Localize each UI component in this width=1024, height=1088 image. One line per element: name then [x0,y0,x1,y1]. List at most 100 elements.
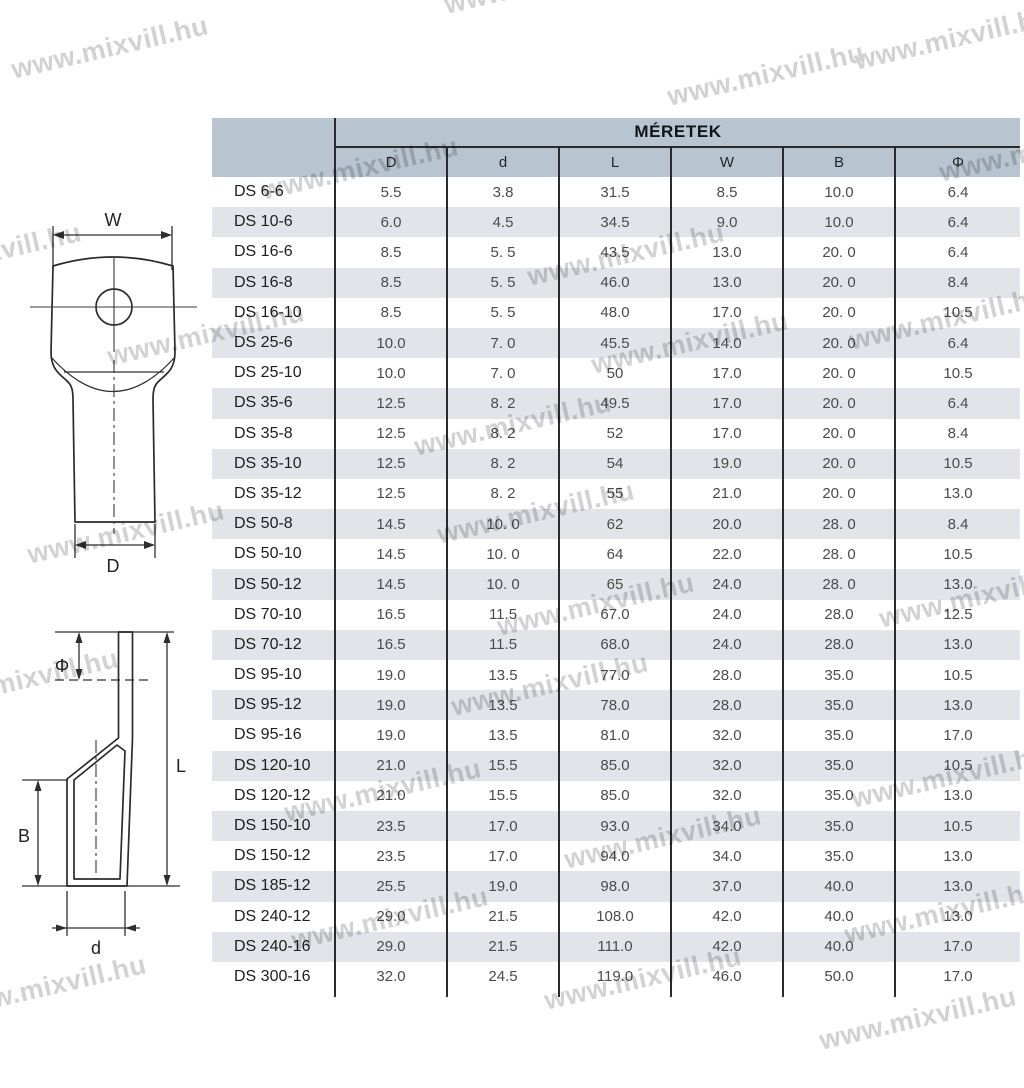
table-cell: 17.0 [670,358,783,389]
table-cell: 5.5 [334,177,447,208]
corner-cell [212,118,335,177]
table-body: DS 6-6 5.5 3.8 31.5 8.5 10.0 6.4 DS 10-6 6.0 4.5 3… [212,177,1021,998]
table-cell: 10.0 [334,327,447,359]
table-cell: 48.0 [558,297,671,328]
table-cell: 10.0 [782,207,895,238]
table-cell: 9.0 [670,207,783,238]
table-cell: 29.0 [334,931,447,962]
table-cell: 28. 0 [782,569,895,600]
arrowhead [75,541,86,549]
table-cell: 10.5 [893,358,1021,389]
table-row: DS 95-16 19.0 13.5 81.0 32.0 35.0 17.0 [212,720,1021,751]
funnel-lip-arc [50,356,176,392]
table-cell: 67.0 [558,599,671,630]
arrowhead [163,632,171,643]
arrowhead [34,875,42,886]
row-label: DS 16-8 [212,267,335,298]
table-cell: 19.0 [334,690,447,721]
row-label: DS 95-16 [234,726,302,744]
row-label: DS 50-8 [212,509,335,540]
table-row: DS 35-12 12.5 8. 2 55 21.0 20. 0 13.0 [212,478,1021,510]
arrowhead [75,669,83,680]
column-header: L [558,147,671,177]
table-cell: 6.4 [893,327,1021,359]
table-cell: 50 [558,358,671,389]
table-row: DS 6-6 5.5 3.8 31.5 8.5 10.0 6.4 [212,177,1021,208]
table-cell: 54 [558,448,671,479]
table-cell: 15.5 [446,780,559,811]
table-title: MÉRETEK [333,118,1021,148]
table-row: DS 25-10 10.0 7. 0 50 17.0 20. 0 10.5 [212,358,1021,389]
dim-label-l: L [176,756,186,776]
table-cell: 8. 2 [446,448,559,479]
arrowhead [34,780,42,791]
table-cell: 8. 2 [446,478,559,510]
table-cell: 20. 0 [782,478,895,510]
table-cell: 19.0 [446,871,559,902]
row-label: DS 70-12 [212,629,335,660]
table-cell: 12.5 [334,478,447,510]
table-cell: 46.0 [558,267,671,298]
table-cell: 42.0 [670,901,783,932]
table-cell: 6.0 [334,207,447,238]
front-view-diagram: W D [30,210,197,576]
table-cell: 19.0 [334,660,447,691]
table-row: DS 50-12 14.5 10. 0 65 24.0 28. 0 13.0 [212,569,1021,600]
table-cell: 94.0 [558,841,671,872]
table-cell: 28.0 [670,660,783,691]
table-cell: 14.5 [334,569,447,600]
table-cell: 10.5 [893,750,1021,781]
table-row: DS 150-10 23.5 17.0 93.0 34.0 35.0 10.5 [212,810,1021,842]
table-cell: 13.0 [893,871,1021,902]
table-cell: 40.0 [782,931,895,962]
table-cell: 7. 0 [446,358,559,389]
table-row: DS 35-10 12.5 8. 2 54 19.0 20. 0 10.5 [212,448,1021,479]
table-cell: 6.4 [893,237,1021,268]
table-cell: 85.0 [558,750,671,781]
table-row: DS 25-6 10.0 7. 0 45.5 14.0 20. 0 6.4 [212,327,1021,359]
table-cell: 13.0 [893,841,1021,872]
table-cell: 68.0 [558,629,671,660]
table-cell: 12.5 [334,388,447,419]
table-cell: 14.0 [670,327,783,359]
grid-line-extension-cell [893,992,1021,998]
table-cell: 34.0 [670,841,783,872]
table-cell: 35.0 [782,690,895,721]
row-label: DS 35-10 [212,448,335,479]
table-cell: 17.0 [893,961,1021,993]
table-row: DS 70-12 16.5 11.5 68.0 24.0 28.0 13.0 [212,629,1021,660]
table-cell: 13.5 [446,720,559,751]
arrowhead [53,231,64,239]
row-label: DS 50-10 [234,545,302,563]
table-cell: 13.0 [893,629,1021,660]
table-cell: 45.5 [558,327,671,359]
table-row: DS 50-8 14.5 10. 0 62 20.0 28. 0 8.4 [212,509,1021,540]
table-row: DS 35-6 12.5 8. 2 49.5 17.0 20. 0 6.4 [212,388,1021,419]
table-cell: 20. 0 [782,327,895,359]
table-cell: 24.0 [670,569,783,600]
table-cell: 20. 0 [782,358,895,389]
table-cell: 10. 0 [446,569,559,600]
lug-outline [50,256,176,523]
dim-label-b: B [18,826,30,846]
table-cell: 10.0 [334,358,447,389]
grid-line-extension-cell [558,992,671,998]
table-cell: 8.5 [334,237,447,268]
table-cell: 32.0 [334,961,447,993]
table-cell: 12.5 [334,448,447,479]
table-cell: 20. 0 [782,297,895,328]
table-cell: 10.5 [893,810,1021,842]
row-label: DS 185-12 [212,871,335,902]
table-cell: 13.0 [893,569,1021,600]
table-cell: 21.0 [670,478,783,510]
row-label: DS 240-12 [234,907,311,925]
table-cell: 29.0 [334,901,447,932]
watermark-text: www.mixvill.hu [442,0,645,21]
table-cell: 93.0 [558,810,671,842]
dim-label-w: W [105,210,122,230]
table-cell: 49.5 [558,388,671,419]
table-cell: 20. 0 [782,448,895,479]
table-cell: 5. 5 [446,297,559,328]
table-cell: 6.4 [893,177,1021,208]
